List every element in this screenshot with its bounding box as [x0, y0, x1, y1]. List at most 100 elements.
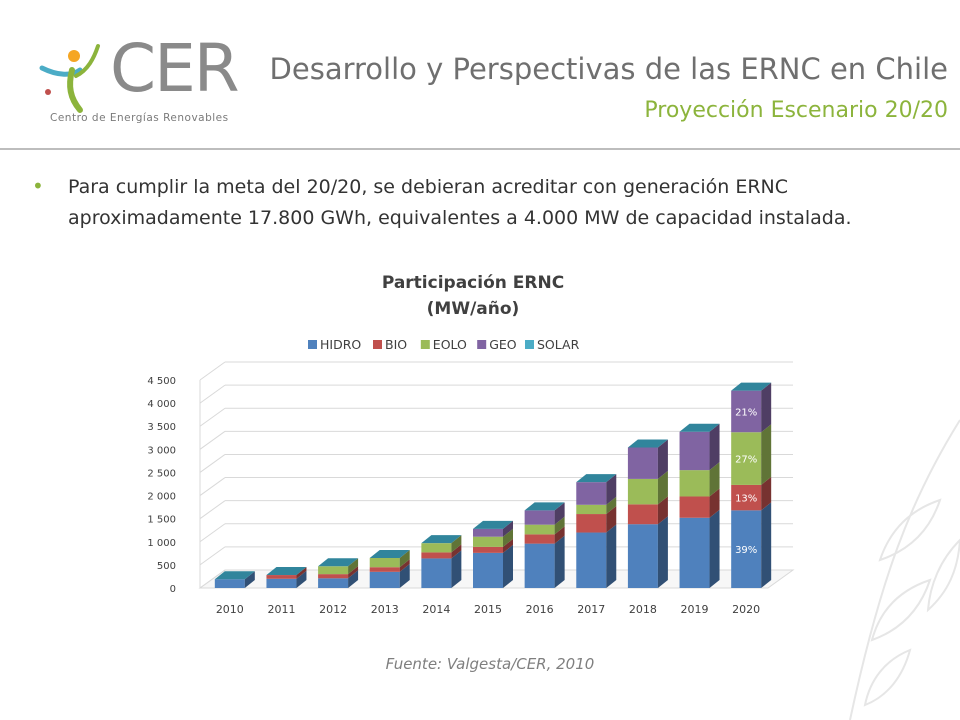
chart-floor: [198, 569, 795, 589]
logo-figure-icon: [39, 44, 100, 113]
legend-label: SOLAR: [537, 337, 580, 352]
bar-hidro-2020: [731, 510, 762, 588]
legend-swatch-solar: [525, 340, 534, 349]
y-tick-label: 4 000: [147, 399, 176, 410]
bar-eolo-2019: [679, 470, 710, 497]
bar-hidro-2011: [266, 578, 297, 588]
page-title: Desarrollo y Perspectivas de las ERNC en…: [269, 52, 948, 86]
legend-label: EOLO: [433, 337, 467, 352]
chart-title: Participación ERNC (MW/año): [300, 270, 646, 322]
bar-side-hidro-2017: [606, 524, 617, 588]
bar-side-hidro-2011: [296, 570, 307, 588]
data-label: 39%: [735, 545, 757, 556]
bar-side-geo-2017: [606, 474, 617, 505]
x-tick-label: 2013: [371, 603, 399, 616]
bar-hidro-2012: [318, 578, 349, 588]
legend-swatch-geo: [477, 340, 487, 349]
bar-side-geo-2019: [709, 423, 720, 471]
bar-top-2010: [214, 571, 255, 580]
bar-side-bio-2018: [657, 496, 668, 525]
y-tick-label: 3 000: [147, 445, 176, 456]
bar-side-eolo-2012: [348, 558, 359, 575]
bar-side-bio-2017: [606, 506, 617, 533]
legend-label: HIDRO: [320, 337, 361, 352]
header-divider: [0, 148, 960, 150]
gridline-side: [199, 454, 226, 473]
logo-text: CER: [110, 30, 240, 107]
gridline-side: [199, 430, 226, 450]
legend-label: GEO: [489, 337, 517, 352]
bar-bio-2019: [679, 496, 710, 518]
bar-side-eolo-2013: [399, 549, 410, 568]
bar-side-hidro-2010: [244, 571, 255, 588]
x-tick-label: 2018: [629, 603, 657, 616]
decorative-leaves-icon: [849, 419, 960, 720]
bar-top-2017: [576, 474, 617, 483]
y-tick-label: 2 000: [147, 492, 176, 503]
page-subtitle: Proyección Escenario 20/20: [644, 98, 948, 123]
source-note: Fuente: Valgesta/CER, 2010: [385, 655, 595, 673]
bar-bio-2012: [318, 574, 349, 579]
bar-side-hidro-2015: [503, 544, 513, 588]
bar-bio-2017: [576, 514, 607, 533]
y-tick-label: 500: [157, 561, 176, 572]
bar-hidro-2013: [369, 571, 400, 588]
bar-hidro-2017: [576, 532, 607, 588]
chart-bars: [214, 382, 772, 588]
y-tick-label: 1 500: [147, 515, 176, 526]
bar-side-bio-2016: [554, 526, 565, 544]
gridline-side: [199, 407, 226, 427]
bar-side-hidro-2019: [709, 509, 720, 588]
bar-side-hidro-2014: [451, 550, 462, 588]
bar-geo-2020: [731, 390, 762, 433]
x-tick-label: 2020: [732, 603, 760, 616]
bar-side-bio-2015: [503, 538, 513, 553]
bar-side-bio-2013: [399, 559, 410, 572]
chart-legend: HIDRO BIO EOLO GEO SOLAR: [308, 337, 580, 352]
data-label: 27%: [735, 455, 757, 466]
y-tick-label: 4 500: [147, 376, 176, 387]
bullet-text: Para cumplir la meta del 20/20, se debie…: [68, 176, 852, 229]
bar-top-2016: [524, 502, 565, 511]
bar-top-2011: [266, 567, 307, 576]
bar-top-2018: [627, 439, 668, 448]
bar-side-eolo-2015: [503, 528, 513, 547]
bar-eolo-2018: [627, 478, 658, 505]
bar-hidro-2010: [214, 579, 245, 588]
legend-swatch-hidro: [308, 340, 317, 349]
bar-side-bio-2011: [296, 567, 307, 579]
bar-geo-2015: [473, 528, 503, 537]
x-tick-label: 2019: [681, 603, 709, 616]
bar-side-hidro-2018: [657, 516, 668, 588]
bar-side-geo-2018: [657, 439, 668, 479]
bar-hidro-2015: [473, 552, 503, 588]
bar-side-hidro-2016: [554, 535, 565, 588]
bar-eolo-2016: [524, 524, 555, 535]
chart-title-line1: Participación ERNC: [381, 273, 565, 293]
bar-hidro-2016: [524, 543, 555, 588]
gridline-side: [199, 477, 226, 496]
gridline-side: [199, 384, 226, 404]
bar-side-bio-2012: [348, 566, 359, 579]
x-tick-label: 2014: [422, 603, 450, 616]
gridline-side: [199, 569, 226, 589]
bar-eolo-2017: [576, 504, 607, 515]
bar-eolo-2013: [369, 557, 400, 568]
bar-top-2019: [679, 423, 720, 432]
bar-hidro-2019: [679, 517, 710, 588]
cer-logo: [36, 40, 236, 135]
bar-side-bio-2014: [451, 544, 462, 559]
bar-side-eolo-2018: [657, 470, 668, 505]
bar-top-2015: [473, 520, 513, 529]
bar-eolo-2020: [731, 432, 762, 485]
bar-eolo-2015: [473, 536, 503, 547]
x-tick-label: 2016: [526, 603, 554, 616]
x-tick-label: 2017: [577, 603, 605, 616]
bar-bio-2011: [266, 575, 297, 579]
bar-bio-2013: [369, 567, 400, 572]
logo-subtitle: Centro de Energías Renovables: [50, 112, 229, 124]
legend-label: BIO: [385, 337, 407, 352]
bar-eolo-2014: [421, 543, 452, 553]
bullet-icon: •: [32, 174, 44, 198]
legend-swatch-bio: [373, 340, 382, 349]
